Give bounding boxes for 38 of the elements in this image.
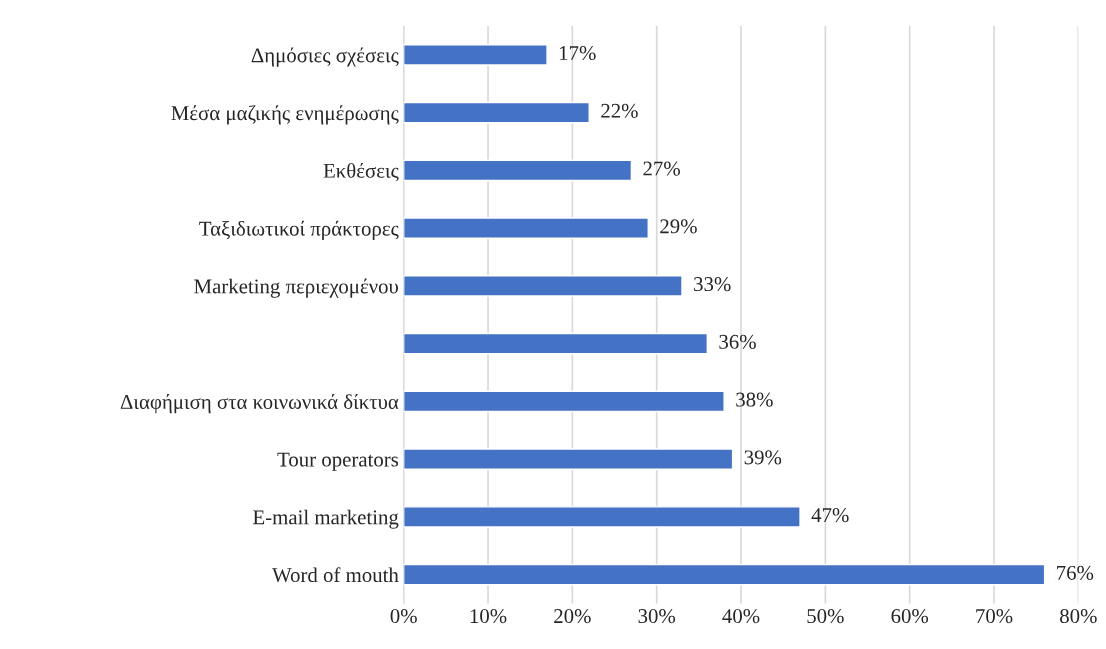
data-label: 39% [744, 450, 782, 465]
y-tick-label: Διαφήμιση στα κοινωνικά δίκτυα [120, 394, 399, 414]
bar [403, 332, 708, 355]
y-tick-label: Εκθέσεις [323, 162, 399, 182]
data-label: 17% [560, 46, 596, 61]
data-label: 36% [719, 334, 756, 349]
data-label: 47% [811, 508, 849, 523]
x-tick-label: 40% [722, 609, 760, 624]
data-label: 38% [736, 392, 773, 407]
bar [403, 275, 683, 297]
x-tick-label: 10% [470, 609, 507, 624]
y-tick-label: Marketing περιεχομένου [194, 278, 398, 298]
y-tick-label: Δημόσιες σχέσεις [251, 47, 399, 67]
y-tick-label: Ταξιδιωτικοί πράκτορες [199, 220, 399, 240]
data-label: 29% [660, 219, 697, 234]
bar [403, 159, 633, 182]
bar [403, 44, 548, 66]
y-tick-label: E-mail marketing [253, 509, 399, 529]
data-label: 76% [1057, 565, 1094, 580]
x-tick-label: 60% [891, 609, 929, 624]
x-tick-label: 0% [390, 609, 417, 624]
x-tick-label: 80% [1060, 609, 1097, 624]
x-tick-label: 70% [976, 609, 1013, 624]
bar [403, 390, 725, 413]
x-tick-label: 30% [638, 609, 676, 624]
y-tick-label: Word of mouth [272, 567, 399, 583]
bar [403, 563, 1046, 586]
bar [403, 217, 649, 239]
y-tick-label: Μέσα μαζικής ενημέρωσης [171, 105, 399, 125]
y-tick-label: Tour operators [277, 452, 399, 471]
bar [403, 448, 734, 470]
data-label: 33% [694, 277, 731, 292]
x-tick-label: 50% [807, 609, 844, 624]
x-tick-label: 20% [554, 609, 591, 624]
data-label: 22% [601, 103, 638, 118]
data-label: 27% [643, 161, 680, 176]
bar [403, 101, 590, 124]
bar [403, 506, 801, 528]
